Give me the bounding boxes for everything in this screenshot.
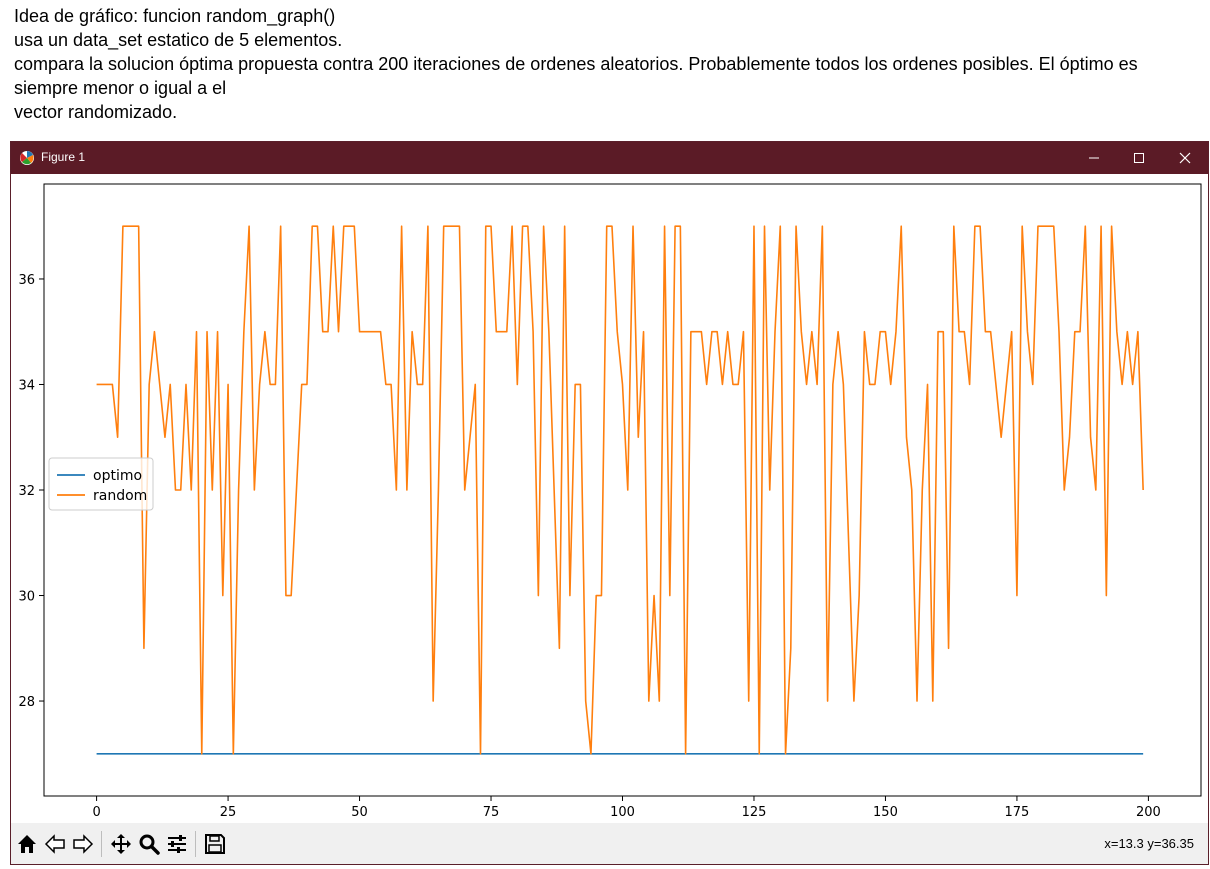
x-tick-label: 25 <box>220 805 237 820</box>
doc-line-4: vector randomizado. <box>14 102 178 122</box>
matplotlib-app-icon <box>19 150 35 166</box>
y-tick-label: 28 <box>18 695 35 710</box>
y-tick-label: 36 <box>18 273 35 288</box>
x-tick-label: 175 <box>1005 805 1030 820</box>
figure-window: Figure 1 0 25 50 75 100 125 150 175 200 28 30 32 34 3… <box>10 141 1209 865</box>
back-button[interactable] <box>43 832 67 856</box>
document-text: Idea de gráfico: funcion random_graph() … <box>14 4 1199 124</box>
zoom-button[interactable] <box>137 832 161 856</box>
home-icon <box>18 835 36 853</box>
save-button[interactable] <box>203 832 227 856</box>
close-icon <box>1179 152 1191 164</box>
subplots-button[interactable] <box>165 832 189 856</box>
y-tick-label: 30 <box>18 590 35 605</box>
zoom-icon <box>139 834 160 855</box>
x-tick-label: 0 <box>92 805 100 820</box>
minimize-icon <box>1089 157 1099 159</box>
y-tick-label: 34 <box>18 378 35 393</box>
legend-label-optimo: optimo <box>93 468 142 484</box>
legend <box>48 457 154 511</box>
pan-button[interactable] <box>109 832 133 856</box>
maximize-button[interactable] <box>1116 142 1162 174</box>
toolbar-separator <box>101 831 102 857</box>
cursor-coordinates: x=13.3 y=36.35 <box>1104 836 1194 851</box>
axes-frame <box>43 183 1202 797</box>
x-tick-label: 200 <box>1136 805 1161 820</box>
legend-label-random: random <box>93 488 147 504</box>
back-arrow-icon <box>44 834 65 854</box>
toolbar-separator <box>195 831 196 857</box>
save-icon <box>205 834 225 854</box>
pan-icon <box>111 834 131 854</box>
close-button[interactable] <box>1162 142 1208 174</box>
x-tick-label: 125 <box>742 805 767 820</box>
x-tick-label: 150 <box>873 805 898 820</box>
home-button[interactable] <box>15 832 39 856</box>
plot-area[interactable]: 0 25 50 75 100 125 150 175 200 28 30 32 34 36 optimo ra… <box>11 174 1208 828</box>
forward-arrow-icon <box>73 834 94 854</box>
window-title: Figure 1 <box>41 150 86 164</box>
subplots-icon <box>168 835 186 853</box>
navigation-toolbar: x=13.3 y=36.35 <box>11 823 1208 864</box>
y-tick-label: 32 <box>18 484 35 499</box>
x-tick-label: 50 <box>351 805 368 820</box>
doc-line-3: compara la solucion óptima propuesta con… <box>14 54 1138 98</box>
line-chart[interactable]: 0 25 50 75 100 125 150 175 200 28 30 32 34 36 optimo ra… <box>11 174 1208 823</box>
doc-line-2: usa un data_set estatico de 5 elementos. <box>14 30 343 50</box>
minimize-button[interactable] <box>1071 142 1117 174</box>
forward-button[interactable] <box>71 832 95 856</box>
titlebar[interactable]: Figure 1 <box>11 142 1208 174</box>
doc-line-1: Idea de gráfico: funcion random_graph() <box>14 6 336 26</box>
maximize-icon <box>1134 153 1144 163</box>
x-tick-label: 75 <box>483 805 500 820</box>
x-tick-label: 100 <box>610 805 635 820</box>
series-line-random <box>96 225 1144 755</box>
